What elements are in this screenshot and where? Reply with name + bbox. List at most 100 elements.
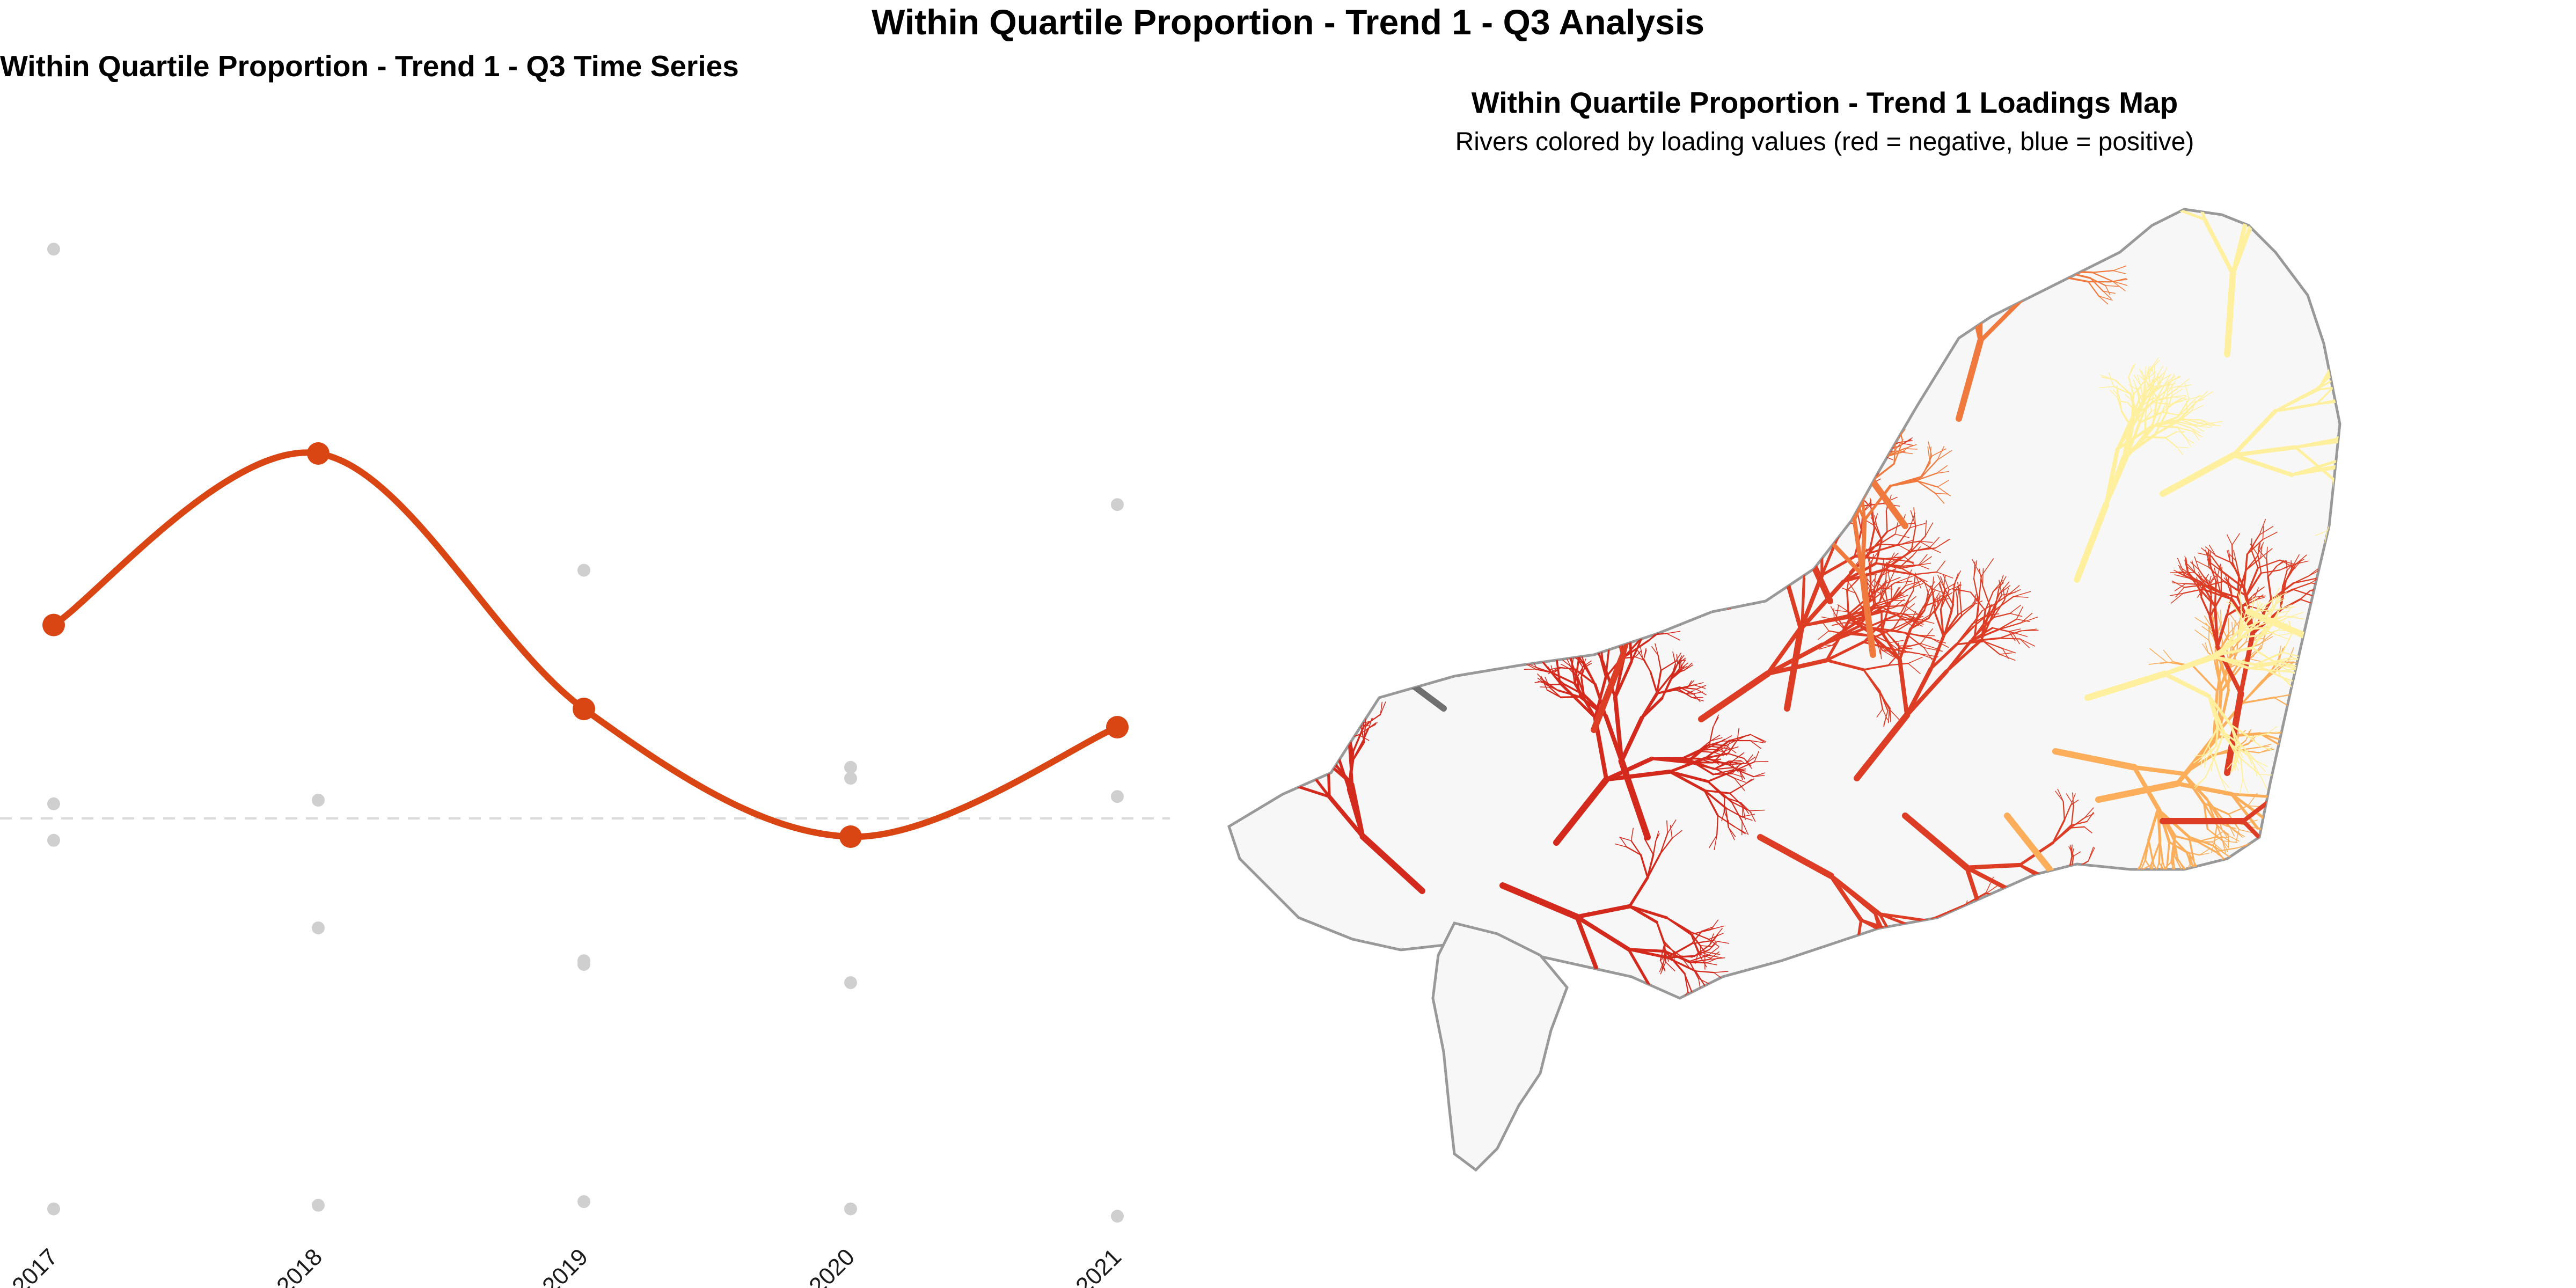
trend-series-point [307, 442, 330, 465]
river-segment [1953, 583, 1961, 593]
river-segment [1929, 634, 1945, 670]
river-segment [1340, 702, 1345, 713]
river-segment [2079, 914, 2091, 917]
river-segment [2113, 386, 2131, 395]
river-segment [1712, 421, 1725, 426]
river-segment [1722, 735, 1732, 742]
river-segment [1919, 556, 1932, 566]
river-segment [1636, 575, 1669, 606]
river-segment [1235, 760, 1253, 767]
river-segment [1699, 546, 1706, 560]
river-segment [1682, 1013, 1696, 1017]
river-segment [1801, 577, 1806, 627]
river-segment [1862, 397, 1870, 410]
river-segment [1835, 511, 1846, 515]
river-segment [2338, 441, 2340, 445]
river-segment [1803, 300, 1805, 320]
river-segment [2377, 518, 2384, 531]
river-segment [1660, 661, 1677, 671]
river-segment [2016, 618, 2030, 623]
river-segment [1766, 415, 1787, 425]
river-segment [1297, 752, 1311, 758]
river-segment [1636, 1019, 1646, 1020]
river-segment [1655, 831, 1659, 841]
river-segment [2434, 620, 2436, 631]
river-segment [2406, 579, 2412, 590]
river-segment [2359, 712, 2372, 714]
river-segment [1741, 821, 1749, 835]
river-segment [1957, 605, 1972, 616]
river-segment [1582, 564, 1591, 575]
river-segment [2405, 617, 2426, 626]
river-segment [1252, 670, 1257, 686]
river-segment [2363, 425, 2370, 446]
river-segment [1340, 522, 1344, 545]
river-segment [1743, 506, 1754, 537]
river-segment [1709, 934, 1718, 946]
river-segment [2339, 702, 2340, 726]
river-segment [1258, 600, 1275, 602]
river-segment [1866, 438, 1874, 457]
river-segment [1885, 952, 1904, 982]
river-segment [1793, 530, 1807, 547]
river-segment [1739, 408, 1746, 421]
river-segment [1997, 209, 2003, 218]
river-segment [2078, 969, 2089, 993]
river-segment [2320, 965, 2327, 985]
river-segment [2136, 954, 2151, 961]
river-segment [2105, 1008, 2116, 1015]
river-segment [1832, 307, 1840, 319]
river-segment [2040, 213, 2050, 225]
river-segment [1867, 441, 1880, 457]
river-segment [1811, 308, 1823, 321]
river-segment [2319, 750, 2332, 776]
river-segment [1794, 484, 1804, 523]
river-segment [2355, 743, 2362, 756]
river-segment [2190, 876, 2198, 887]
river-segment [1851, 438, 1854, 458]
river-segment [1670, 669, 1686, 676]
river-segment [2412, 590, 2414, 605]
river-segment [1936, 965, 1954, 967]
river-segment [2049, 879, 2074, 895]
river-segment [1732, 764, 1740, 774]
river-segment [2300, 751, 2304, 765]
river-segment [1765, 531, 1789, 536]
river-segment [1936, 596, 1938, 606]
river-segment [2167, 381, 2176, 394]
river-segment [1535, 563, 1542, 573]
river-segment [1607, 541, 1626, 569]
river-segment [1850, 495, 1857, 511]
river-segment [1913, 221, 1926, 229]
river-segment [1909, 523, 1926, 529]
river-segment [1856, 997, 1862, 998]
river-segment [2344, 398, 2362, 401]
river-segment [2201, 588, 2233, 601]
river-segment [2076, 881, 2095, 883]
river-segment [1572, 656, 1574, 665]
river-segment [1909, 979, 1918, 989]
river-segment [1817, 464, 1831, 491]
river-segment [1916, 242, 1926, 248]
river-segment [1879, 982, 1889, 989]
river-segment [1920, 643, 1941, 650]
river-segment [1912, 546, 1921, 557]
river-segment [2128, 364, 2134, 378]
river-segment [2140, 947, 2142, 956]
river-segment [1343, 721, 1354, 741]
river-segment [1574, 634, 1576, 649]
river-segment [1708, 431, 1721, 439]
river-segment [1692, 569, 1711, 576]
river-segment [1306, 751, 1328, 764]
river-segment [1812, 449, 1820, 459]
river-segment [2110, 992, 2123, 998]
river-segment [1346, 728, 1351, 743]
river-segment [1575, 914, 1631, 952]
trend-series-line [50, 449, 1121, 840]
river-segment [2170, 885, 2186, 888]
river-segment [1884, 575, 1887, 589]
trend-series-point [1106, 716, 1129, 738]
river-segment [2360, 476, 2376, 488]
river-segment [2081, 1013, 2085, 1024]
river-segment [1815, 458, 1819, 491]
